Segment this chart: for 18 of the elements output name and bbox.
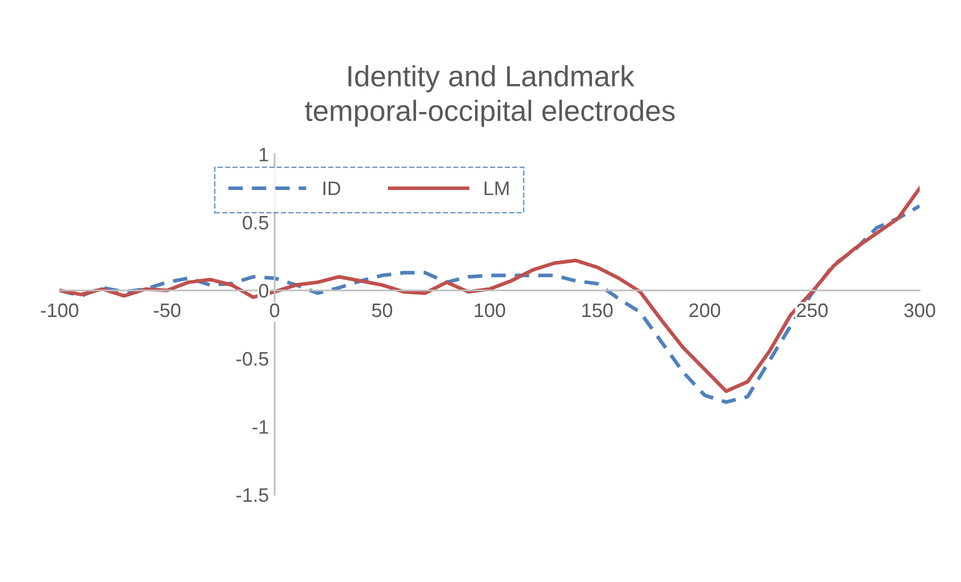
chart-title: Identity and Landmark temporal-occipital electrodes — [304, 65, 675, 127]
y-tick-label: -1 — [252, 420, 268, 434]
x-tick-label: 50 — [372, 303, 392, 318]
y-tick-label: -1.5 — [236, 488, 268, 502]
y-tick-label: -0.5 — [236, 352, 268, 366]
x-tick-label: -100 — [40, 303, 78, 318]
x-tick-label: 150 — [582, 303, 613, 318]
x-tick-label: 0 — [270, 303, 280, 318]
y-tick-label: 0.5 — [242, 216, 268, 230]
y-tick-label: 1 — [260, 148, 268, 162]
x-tick-label: 300 — [904, 303, 936, 318]
legend-label: LM — [484, 182, 508, 196]
x-tick-label: 100 — [474, 303, 506, 318]
x-tick-label: 250 — [796, 303, 828, 318]
y-tick-label: 0 — [258, 284, 268, 298]
x-tick-label: 200 — [689, 303, 720, 318]
legend-label: ID — [323, 182, 340, 196]
x-tick-label: -50 — [154, 303, 180, 318]
